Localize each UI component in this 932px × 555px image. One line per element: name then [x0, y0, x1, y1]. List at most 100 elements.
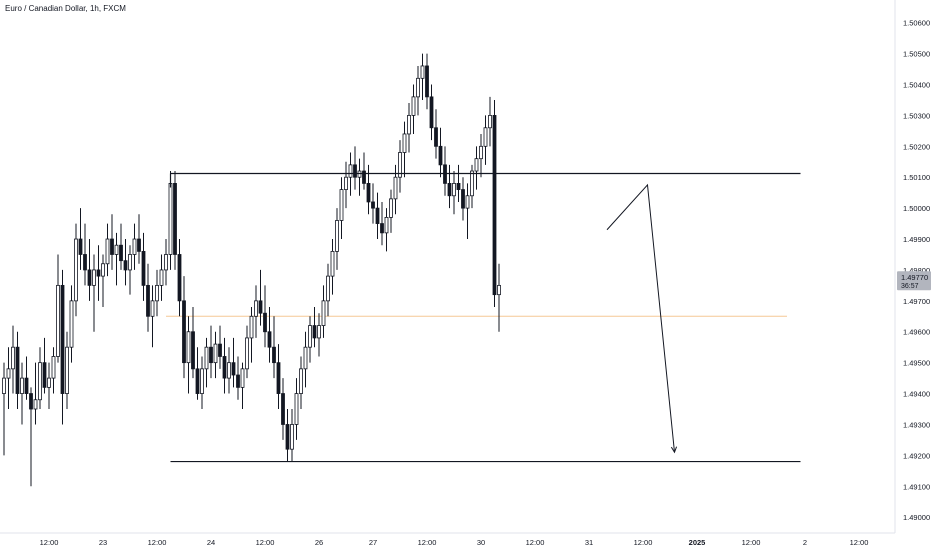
price-tick-label: 1.50200: [903, 142, 930, 151]
candle: [65, 331, 69, 410]
projection-path[interactable]: [606, 183, 675, 453]
candle-body-down: [24, 377, 29, 394]
candle: [389, 189, 393, 233]
candle-body-down: [362, 170, 366, 184]
candle: [308, 316, 312, 363]
candle: [479, 133, 483, 178]
candle-body-down: [83, 254, 87, 271]
candle-body-up: [303, 346, 308, 370]
candle-body-up: [308, 325, 312, 348]
projection-arrowhead: [670, 446, 678, 454]
candle-body-down: [96, 269, 101, 277]
candle: [92, 254, 96, 332]
candle: [236, 356, 240, 400]
candle: [461, 177, 465, 221]
candle: [353, 146, 357, 190]
candle: [146, 263, 150, 332]
candle: [348, 152, 353, 196]
candle-body-up: [150, 300, 155, 317]
candle: [69, 285, 74, 363]
price-tick-label: 1.49800: [903, 266, 930, 275]
candle-body-up: [155, 284, 159, 302]
price-tick-label: 1.49300: [903, 420, 930, 429]
candle: [272, 316, 276, 379]
price-tick-label: 1.50600: [903, 19, 930, 28]
candle-body-up: [105, 238, 110, 265]
candle: [110, 214, 114, 270]
candle-body-down: [429, 96, 434, 129]
candle: [344, 161, 348, 209]
candle-body-down: [173, 182, 177, 255]
candle: [96, 245, 101, 301]
candle: [497, 263, 501, 332]
candle: [425, 53, 429, 110]
candle-body-down: [492, 115, 497, 296]
candle-body-up: [317, 325, 321, 339]
candle-body-up: [249, 315, 254, 339]
candle: [465, 183, 470, 240]
candle: [335, 208, 339, 270]
candle-body-down: [276, 362, 281, 394]
candle: [258, 269, 263, 326]
candle-body-up: [101, 263, 105, 277]
candle: [222, 337, 227, 394]
candle: [101, 254, 105, 308]
price-axis[interactable]: 1.50600 1.50500 1.50400 1.50300 1.50200 1.501…: [903, 19, 930, 522]
candle: [182, 276, 186, 379]
candle-body-down: [15, 346, 20, 394]
chart-title: Euro / Canadian Dollar, 1h, FXCM: [5, 4, 126, 13]
candle: [150, 285, 155, 348]
candle: [317, 313, 321, 357]
time-tick-label: 12:00: [148, 538, 167, 547]
candle: [24, 356, 29, 400]
candle: [141, 232, 146, 301]
candle: [6, 347, 11, 410]
candle-body-up: [11, 346, 15, 370]
candle-body-up: [245, 337, 249, 370]
candle-body-down: [222, 356, 227, 379]
candle-body-up: [339, 189, 344, 221]
candle-body-up: [357, 170, 362, 178]
price-tick-label: 1.49700: [903, 297, 930, 306]
candle: [78, 208, 83, 270]
time-tick-label: 27: [369, 538, 377, 547]
candle: [420, 53, 425, 100]
candle-body-up: [227, 362, 231, 379]
candle-body-up: [132, 238, 137, 255]
candle-body-down: [209, 346, 213, 364]
candle-body-up: [33, 399, 38, 410]
candle-body-up: [402, 133, 407, 153]
time-axis[interactable]: 12:00 23 12:00 24 12:00 26 27 12:00 30 12:00 31 12:…: [40, 538, 869, 547]
candle: [123, 239, 128, 286]
candle-body-down: [258, 300, 263, 314]
candle: [438, 127, 443, 178]
candle-body-up: [416, 77, 420, 98]
candle: [362, 152, 366, 190]
candle-body-up: [474, 158, 479, 172]
candle: [492, 99, 497, 308]
candle: [132, 223, 137, 270]
candle-body-up: [20, 377, 24, 394]
candle: [137, 214, 141, 264]
candle-body-down: [110, 238, 114, 255]
candle: [200, 356, 204, 410]
candle: [227, 347, 231, 394]
candle-body-down: [443, 164, 447, 184]
candle: [290, 409, 294, 462]
candle: [285, 409, 290, 462]
candle-body-down: [263, 312, 267, 333]
candle: [240, 362, 245, 410]
candle-body-down: [380, 223, 384, 234]
candle: [281, 378, 285, 440]
candle-body-up: [47, 377, 51, 388]
candle: [402, 121, 407, 178]
candle-body-up: [204, 346, 209, 370]
candle-body-down: [146, 284, 150, 317]
candle-body-up: [483, 127, 488, 147]
price-tick-label: 1.50100: [903, 173, 930, 182]
time-tick-label: 12:00: [742, 538, 761, 547]
candle: [375, 192, 380, 240]
time-tick-label: 2: [803, 538, 807, 547]
candle: [312, 307, 317, 348]
